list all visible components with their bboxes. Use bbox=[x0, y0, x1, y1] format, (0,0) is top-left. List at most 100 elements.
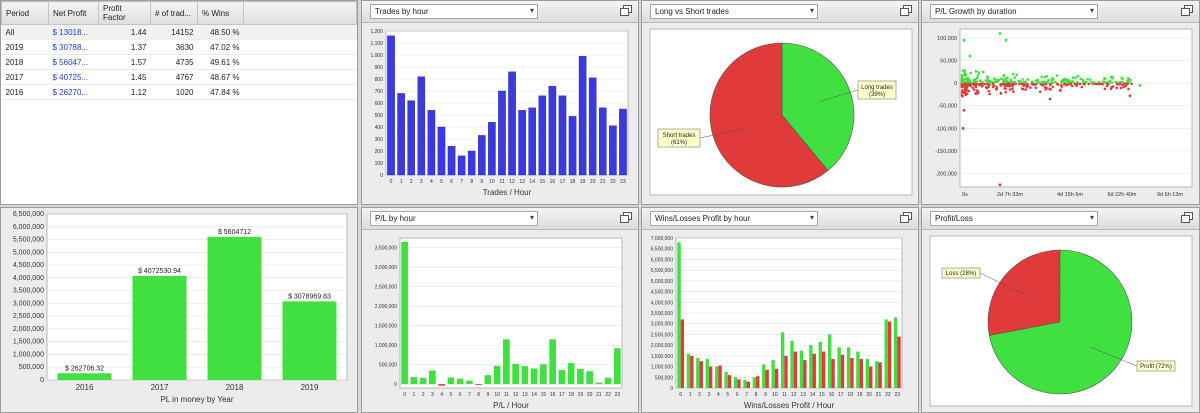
x-tick-label: 7 bbox=[745, 392, 748, 398]
bar bbox=[774, 368, 779, 388]
table-row[interactable]: 2018 $ 56047... 1.57 4735 49.61 % bbox=[1, 54, 357, 70]
win-point bbox=[1052, 78, 1055, 81]
maximize-icon[interactable] bbox=[1181, 212, 1193, 224]
x-tick-label: 16 bbox=[550, 392, 556, 398]
maximize-icon[interactable] bbox=[620, 5, 632, 17]
bar bbox=[57, 373, 112, 380]
chart-type-select[interactable]: Wins/Losses Profit by hour ▾ bbox=[650, 211, 818, 226]
bar bbox=[437, 126, 446, 176]
column-header[interactable]: % Wins bbox=[197, 1, 244, 25]
x-tick-label: 12 bbox=[509, 179, 515, 185]
win-point bbox=[1126, 79, 1129, 83]
bar bbox=[457, 155, 466, 176]
x-tick-label: 2017 bbox=[151, 383, 169, 392]
maximize-icon[interactable] bbox=[1181, 5, 1193, 17]
x-tick-label: 8 bbox=[470, 179, 473, 185]
table-row[interactable]: All $ 13018... 1.44 14152 48.50 % bbox=[1, 24, 357, 40]
data-label: $ 3078969.83 bbox=[288, 293, 331, 300]
win-point bbox=[1021, 78, 1024, 81]
chart-type-select[interactable]: P/L Growth by duration ▾ bbox=[930, 4, 1098, 19]
slice-label: Long trades bbox=[861, 85, 893, 91]
maximize-icon[interactable] bbox=[620, 212, 632, 224]
x-tick-label: 17 bbox=[559, 392, 565, 398]
bar bbox=[132, 275, 187, 380]
x-tick-label: 1 bbox=[400, 179, 403, 185]
table-row[interactable]: 2019 $ 30788... 1.37 3630 47.02 % bbox=[1, 39, 357, 55]
column-header[interactable]: Period bbox=[1, 1, 49, 25]
column-header[interactable]: # of trad... bbox=[150, 1, 198, 25]
table-header-row: Period Net Profit Profit Factor # of tra… bbox=[1, 1, 357, 25]
y-tick-label: 6,000,000 bbox=[651, 257, 673, 263]
y-tick-label: 700 bbox=[375, 89, 384, 95]
wins-cell: 47.02 % bbox=[197, 39, 244, 55]
bar bbox=[467, 150, 476, 176]
period-cell: 2017 bbox=[1, 69, 49, 85]
y-tick-label: -50,000 bbox=[938, 104, 957, 110]
x-tick-label: 17 bbox=[560, 179, 566, 185]
win-point bbox=[1004, 80, 1007, 84]
x-tick-label: 8 bbox=[755, 392, 758, 398]
loss-point bbox=[974, 82, 977, 86]
trades-cell: 14152 bbox=[150, 24, 198, 40]
maximize-icon[interactable] bbox=[900, 5, 912, 17]
loss-point bbox=[1058, 89, 1062, 92]
win-point bbox=[981, 81, 984, 84]
panel-header: Long vs Short trades ▾ bbox=[642, 1, 918, 23]
win-point bbox=[966, 80, 969, 84]
loss-point bbox=[961, 95, 964, 98]
win-point bbox=[1013, 81, 1017, 84]
loss-point bbox=[1003, 84, 1007, 88]
maximize-icon[interactable] bbox=[900, 212, 912, 224]
win-point bbox=[1077, 75, 1080, 78]
wins-cell: 48.67 % bbox=[197, 69, 244, 85]
chart-type-select[interactable]: Trades by hour ▾ bbox=[370, 4, 538, 19]
trades-cell: 3630 bbox=[150, 39, 198, 55]
bar bbox=[595, 382, 603, 385]
data-label: $ 5604712 bbox=[218, 229, 251, 236]
bar bbox=[727, 375, 732, 388]
x-tick-label: 13 bbox=[522, 392, 528, 398]
y-tick-label: 100 bbox=[375, 161, 384, 167]
table-row[interactable]: 2016 $ 26270... 1.12 1020 47.84 % bbox=[1, 84, 357, 100]
column-header[interactable]: Profit Factor bbox=[98, 1, 151, 25]
loss-point bbox=[1004, 90, 1008, 94]
profit-loss-panel: Profit/Loss ▾ Loss (28%) Profit (72%) bbox=[921, 207, 1200, 413]
win-point bbox=[1040, 75, 1043, 79]
win-point bbox=[991, 81, 994, 84]
loss-point bbox=[1078, 82, 1082, 86]
chart-type-select[interactable]: Long vs Short trades ▾ bbox=[650, 4, 818, 19]
y-tick-label: 0 bbox=[670, 386, 673, 392]
win-point bbox=[1120, 76, 1123, 80]
bar bbox=[686, 353, 691, 388]
loss-point bbox=[1003, 87, 1007, 90]
y-tick-label: 2,000,000 bbox=[651, 343, 673, 349]
loss-point bbox=[1055, 82, 1059, 86]
y-tick-label: 5,500,000 bbox=[651, 268, 673, 274]
win-point bbox=[1034, 79, 1037, 82]
loss-point bbox=[962, 85, 965, 88]
loss-point bbox=[967, 89, 971, 93]
x-tick-label: 15 bbox=[819, 392, 825, 398]
bar bbox=[558, 370, 566, 385]
y-tick-label: 6,500,000 bbox=[13, 211, 44, 218]
chart-type-select[interactable]: P/L by hour ▾ bbox=[370, 211, 538, 226]
x-tick-label: 8 bbox=[477, 392, 480, 398]
chart-type-select[interactable]: Profit/Loss ▾ bbox=[930, 211, 1098, 226]
bar bbox=[588, 77, 597, 176]
bar bbox=[417, 76, 426, 176]
x-tick-label: 16 bbox=[550, 179, 556, 185]
win-point bbox=[1090, 81, 1093, 84]
callout-box bbox=[941, 267, 981, 279]
x-tick-label: 2019 bbox=[301, 383, 319, 392]
pie-slice bbox=[709, 42, 829, 188]
callout-leader bbox=[979, 272, 1030, 297]
table-row[interactable]: 2017 $ 40725... 1.45 4767 48.67 % bbox=[1, 69, 357, 85]
bar bbox=[427, 110, 436, 176]
x-tick-label: 20 bbox=[590, 179, 596, 185]
callout-leader bbox=[1090, 347, 1138, 367]
slice-label: Profit (72%) bbox=[1140, 364, 1172, 370]
column-header[interactable]: Net Profit bbox=[48, 1, 99, 25]
win-point bbox=[987, 80, 991, 84]
y-tick-label: 2,500,000 bbox=[375, 285, 397, 291]
